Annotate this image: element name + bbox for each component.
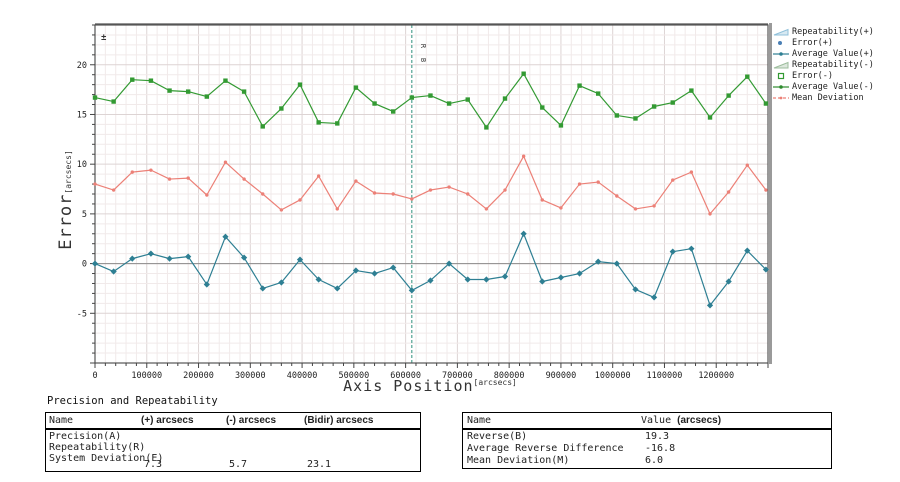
- x-tick-label: 200000: [183, 371, 214, 381]
- header-divider: [46, 428, 420, 430]
- chart-legend: Repeatability(+) Error(+) Average Value(+)…: [772, 26, 874, 103]
- row-value-mean-deviation: 6.0: [645, 455, 664, 466]
- row-name-avg-reverse-diff: Average Reverse Difference: [467, 443, 624, 454]
- line-dot-icon: [773, 84, 789, 89]
- value-header-unit: (arcsecs): [677, 415, 722, 426]
- y-tick-label: 20: [77, 61, 87, 71]
- column-header-name: Name: [467, 415, 492, 426]
- reverse-table: Name Value (arcsecs) Reverse(B) 19.3 Ave…: [462, 412, 832, 469]
- legend-item: Repeatability(-): [772, 59, 874, 70]
- legend-item-label: Average Value(+): [792, 48, 874, 59]
- row-name-system-deviation: System Deviation(E): [49, 453, 164, 464]
- column-header-plus: (+) arcsecs: [141, 415, 194, 426]
- row-name-precision: Precision(A): [49, 431, 122, 442]
- y-tick-label: 5: [82, 210, 87, 220]
- x-axis-unit: [arcsecs]: [473, 378, 517, 387]
- value-plus: 7.3: [144, 459, 163, 470]
- x-axis-title-text: Axis Position: [343, 377, 474, 395]
- section-title: Precision and Repeatability: [47, 395, 218, 407]
- row-name-reverse: Reverse(B): [467, 431, 528, 442]
- series-line-average-value-: [94, 73, 767, 128]
- legend-item: Repeatability(+): [772, 26, 874, 37]
- x-tick-label: 800000: [494, 371, 525, 381]
- row-name-repeatability: Repeatability(R): [49, 442, 146, 453]
- row-value-avg-reverse-diff: -16.8: [645, 443, 676, 454]
- value-minus: 5.7: [229, 459, 248, 470]
- x-tick-label: 1000000: [595, 371, 631, 381]
- line-dot-icon: [773, 51, 789, 56]
- legend-item: Average Value(+): [772, 48, 874, 59]
- x-tick-label: 1100000: [647, 371, 683, 381]
- triangle-icon: [773, 61, 789, 68]
- legend-item-label: Repeatability(+): [792, 26, 874, 37]
- plot-corner-marker: ±: [101, 33, 107, 43]
- y-axis-unit: [arcsecs]: [64, 150, 73, 194]
- y-tick-label: -5: [77, 309, 87, 319]
- y-tick-label: 10: [77, 160, 87, 170]
- legend-item-label: Mean Deviation: [792, 92, 864, 103]
- legend-item: Error(-): [772, 70, 874, 81]
- value-bidir: 23.1: [307, 459, 332, 470]
- x-tick-label: 600000: [390, 371, 421, 381]
- reference-line-label: B: [419, 58, 427, 62]
- error-vs-position-chart: R B 0 100000 200000 300000 400000 500000 600000 7…: [77, 23, 772, 381]
- column-header-bidir: (Bidir) arcsecs: [304, 415, 374, 426]
- column-header-value: Value (arcsecs): [641, 415, 721, 426]
- series-line-average-value-: [94, 233, 767, 306]
- x-tick-label: 500000: [338, 371, 369, 381]
- x-tick-label: 300000: [235, 371, 266, 381]
- y-axis-title: Error[arcsecs]: [56, 150, 76, 250]
- x-tick-label: 1200000: [698, 371, 734, 381]
- triangle-icon: [773, 28, 789, 35]
- x-tick-label: 0: [92, 371, 97, 381]
- y-axis-title-text: Error: [56, 193, 76, 250]
- dot-icon: [778, 40, 782, 45]
- x-axis-title: Axis Position[arcsecs]: [343, 377, 517, 395]
- row-name-mean-deviation: Mean Deviation(M): [467, 455, 570, 466]
- column-header-minus: (-) arcsecs: [226, 415, 277, 426]
- row-value-reverse: 19.3: [645, 431, 670, 442]
- legend-item-label: Error(+): [792, 37, 833, 48]
- legend-item: Error(+): [772, 37, 874, 48]
- y-tick-label: 15: [77, 110, 87, 120]
- header-divider: [463, 428, 831, 430]
- reference-line-label: R: [419, 44, 427, 49]
- dash-dot-icon: [773, 96, 789, 99]
- x-tick-label: 700000: [442, 371, 473, 381]
- column-header-name: Name: [49, 415, 74, 426]
- square-icon: [777, 72, 785, 79]
- x-tick-label: 400000: [287, 371, 318, 381]
- precision-table: Name (+) arcsecs (-) arcsecs (Bidir) arc…: [45, 412, 421, 472]
- x-tick-label: 900000: [546, 371, 577, 381]
- y-tick-label: 0: [82, 260, 87, 270]
- value-header-text: Value: [641, 415, 672, 426]
- legend-item: Mean Deviation: [772, 92, 874, 103]
- legend-item: Average Value(-): [772, 81, 874, 92]
- legend-item-label: Repeatability(-): [792, 59, 874, 70]
- series-line-mean-deviation: [94, 155, 767, 215]
- x-tick-label: 100000: [131, 371, 162, 381]
- legend-item-label: Average Value(-): [792, 81, 874, 92]
- legend-item-label: Error(-): [792, 70, 833, 81]
